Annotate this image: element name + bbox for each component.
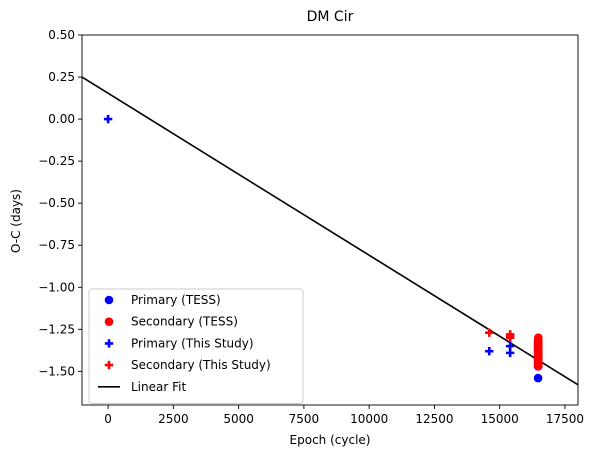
legend-box — [88, 288, 304, 404]
x-axis-label: Epoch (cycle) — [290, 433, 371, 447]
y-tick-label: −1.00 — [38, 280, 75, 294]
linear-fit-line — [82, 76, 578, 386]
x-tick-label: 5000 — [223, 412, 254, 426]
y-tick-label: −1.25 — [38, 322, 75, 336]
x-tick-label: 17500 — [546, 412, 584, 426]
data-point — [533, 373, 543, 383]
data-plus-point — [505, 331, 515, 341]
data-plus-point — [103, 114, 113, 124]
x-axis-ticks: 0 2500 5000 7500 10000 12500 15000 17500 — [104, 405, 584, 426]
x-tick-label: 10000 — [350, 412, 388, 426]
series-2 — [534, 333, 543, 371]
legend-label: Primary (This Study) — [131, 336, 254, 350]
chart-title: DM Cir — [307, 9, 354, 25]
y-axis-ticks: 0.50 0.25 0.00 −0.25 −0.50 −0.75 −1.00 −1.25 −1.… — [38, 28, 82, 378]
x-tick-label: 7500 — [289, 412, 320, 426]
x-tick-label: 0 — [104, 412, 112, 426]
data-plus-point — [505, 348, 515, 358]
legend-marker — [104, 360, 114, 370]
legend-marker — [104, 295, 114, 305]
legend-label: Secondary (TESS) — [131, 315, 238, 329]
x-tick-label: 12500 — [415, 412, 453, 426]
y-axis-label: O-C (days) — [9, 189, 23, 253]
data-point — [534, 333, 543, 343]
legend-label: Primary (TESS) — [131, 293, 221, 307]
y-tick-label: 0.50 — [48, 28, 75, 42]
legend: Primary (TESS) Secondary (TESS) Primary (T… — [88, 288, 304, 404]
y-tick-label: −0.50 — [38, 196, 75, 210]
x-tick-label: 15000 — [481, 412, 519, 426]
plot-frame — [81, 34, 579, 406]
series-4 — [485, 328, 515, 342]
y-tick-label: −1.50 — [38, 364, 75, 378]
plot-area — [81, 34, 579, 406]
y-tick-label: 0.25 — [48, 70, 75, 84]
series-3 — [103, 114, 515, 358]
plot-inner — [82, 76, 578, 386]
data-plus-point — [485, 346, 494, 356]
legend-marker — [104, 339, 114, 348]
y-tick-label: −0.25 — [38, 154, 75, 168]
legend-label: Secondary (This Study) — [131, 358, 271, 372]
legend-marker — [104, 317, 114, 327]
data-plus-point — [485, 328, 494, 337]
y-tick-label: 0.00 — [48, 112, 75, 126]
x-tick-label: 2500 — [158, 412, 189, 426]
y-tick-label: −0.75 — [38, 238, 75, 252]
legend-label: Linear Fit — [131, 380, 186, 394]
